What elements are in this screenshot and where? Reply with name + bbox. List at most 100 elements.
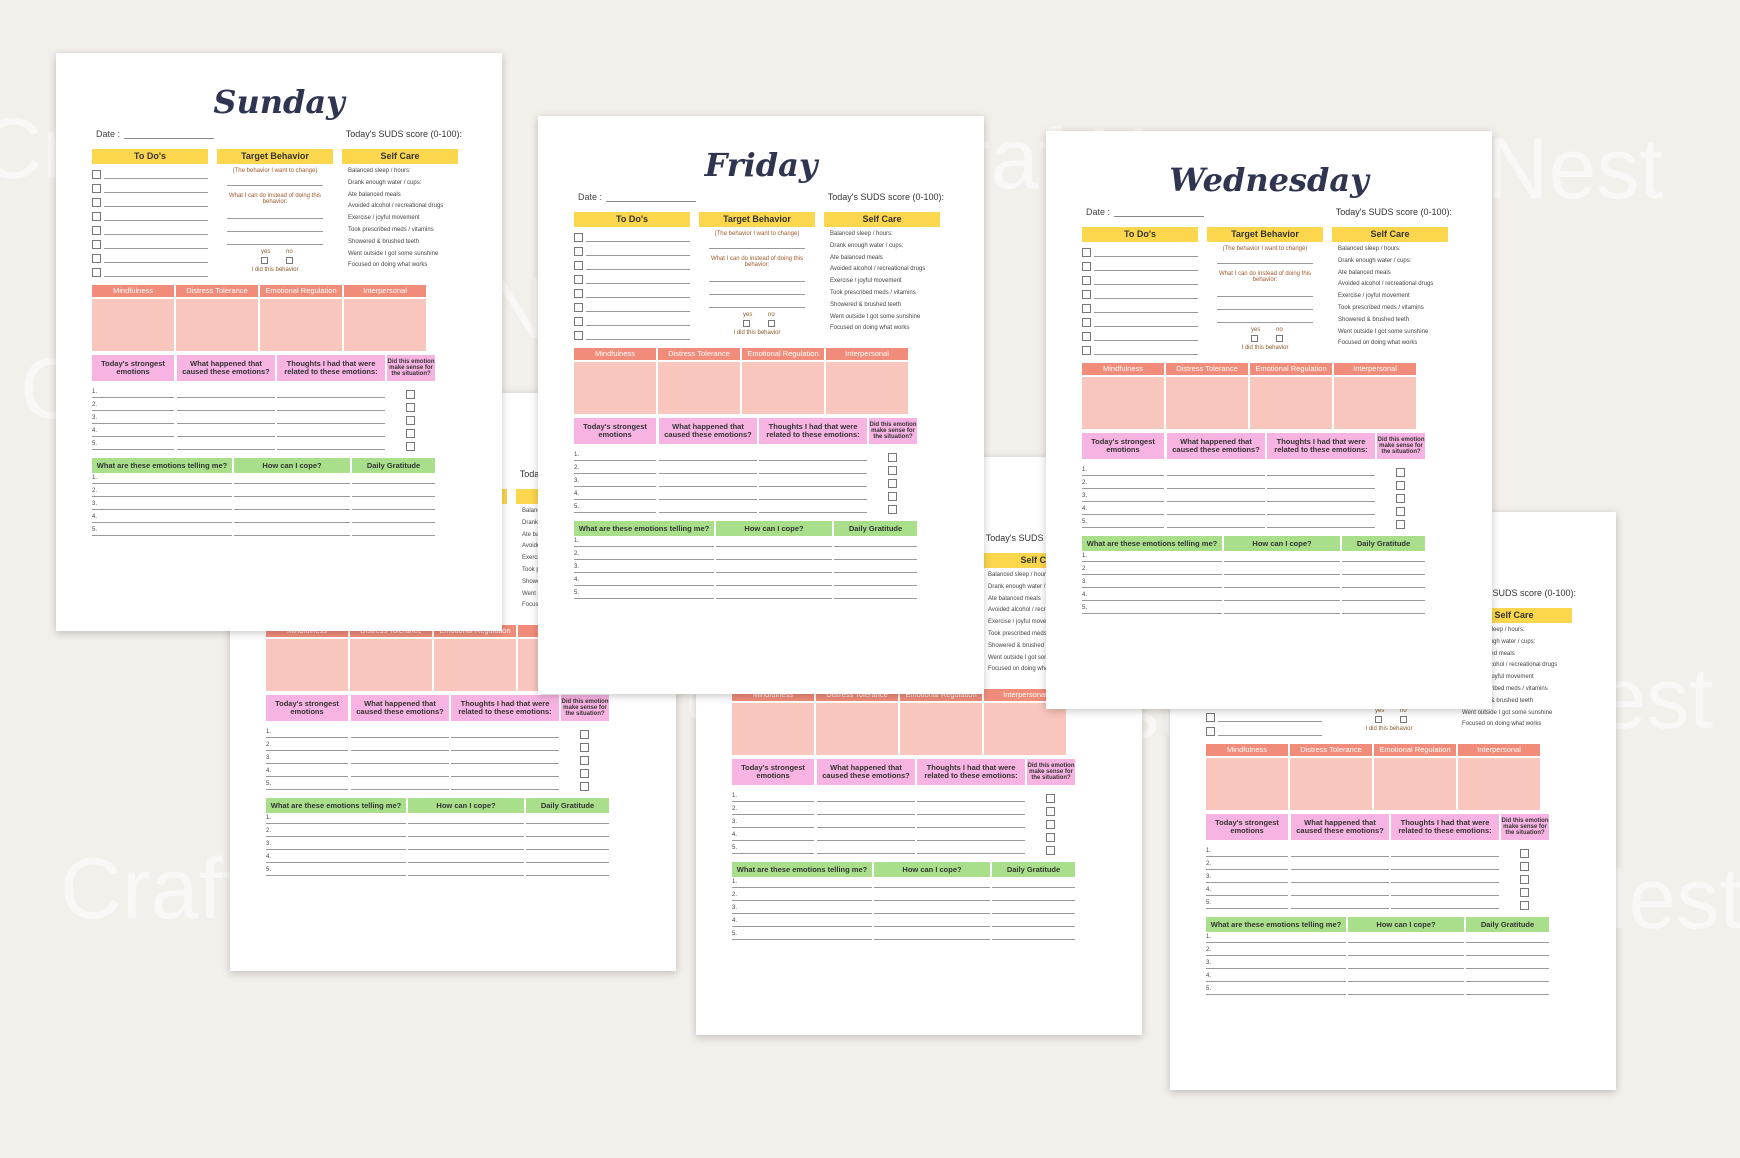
- todo-checkbox[interactable]: [1082, 304, 1091, 313]
- row-number: 3.: [732, 905, 738, 911]
- sense-checkbox[interactable]: [888, 505, 897, 514]
- todo-checkbox[interactable]: [92, 212, 101, 221]
- yes-checkbox[interactable]: [743, 320, 750, 327]
- sense-checkbox[interactable]: [1046, 820, 1055, 829]
- skill-header: Interpersonal Effectiveness: [1334, 363, 1416, 385]
- coping-line: [1466, 994, 1549, 995]
- skill-notes-box: [266, 639, 348, 691]
- todo-checkbox[interactable]: [1206, 727, 1215, 736]
- sense-checkbox[interactable]: [406, 403, 415, 412]
- no-label: no: [1276, 327, 1283, 333]
- sense-checkbox[interactable]: [580, 782, 589, 791]
- sense-checkbox[interactable]: [888, 492, 897, 501]
- sense-checkbox[interactable]: [1396, 507, 1405, 516]
- yes-checkbox[interactable]: [1375, 716, 1382, 723]
- sense-checkbox[interactable]: [888, 453, 897, 462]
- coping-line: [716, 585, 832, 586]
- sense-checkbox[interactable]: [1520, 888, 1529, 897]
- todo-checkbox[interactable]: [92, 254, 101, 263]
- skill-header: Emotional Regulation: [742, 348, 824, 360]
- todo-checkbox[interactable]: [1082, 332, 1091, 341]
- sense-checkbox[interactable]: [1046, 794, 1055, 803]
- sense-checkbox[interactable]: [1046, 807, 1055, 816]
- sense-checkbox[interactable]: [1396, 468, 1405, 477]
- sense-checkbox[interactable]: [1396, 520, 1405, 529]
- todo-checkbox[interactable]: [574, 317, 583, 326]
- sense-checkbox[interactable]: [888, 479, 897, 488]
- emotion-line: [351, 776, 449, 777]
- todo-checkbox[interactable]: [574, 233, 583, 242]
- coping-line: [732, 887, 872, 888]
- emotion-line: [817, 814, 915, 815]
- sense-checkbox[interactable]: [1520, 901, 1529, 910]
- sense-checkbox[interactable]: [580, 743, 589, 752]
- emotion-line: [92, 410, 174, 411]
- sense-checkbox[interactable]: [406, 416, 415, 425]
- no-checkbox[interactable]: [1400, 716, 1407, 723]
- no-checkbox[interactable]: [768, 320, 775, 327]
- sense-checkbox[interactable]: [1520, 849, 1529, 858]
- row-number: 3.: [1206, 960, 1212, 966]
- suds-label: Today's SUDS score (0-100):: [985, 533, 1102, 543]
- todo-checkbox[interactable]: [1082, 276, 1091, 285]
- todo-checkbox[interactable]: [574, 303, 583, 312]
- sense-checkbox[interactable]: [1046, 846, 1055, 855]
- sense-checkbox[interactable]: [1396, 494, 1405, 503]
- selfcare-item: Balanced sleep / hours:: [830, 231, 893, 237]
- todo-checkbox[interactable]: [1206, 713, 1215, 722]
- sense-checkbox[interactable]: [406, 442, 415, 451]
- todo-line: [1094, 354, 1198, 355]
- selfcare-item: Balanced sleep / hours:: [1462, 627, 1525, 633]
- coping-line: [1342, 613, 1425, 614]
- todo-checkbox[interactable]: [574, 247, 583, 256]
- sense-checkbox[interactable]: [1396, 481, 1405, 490]
- skill-notes-box: [1290, 758, 1372, 810]
- todo-checkbox[interactable]: [1082, 290, 1091, 299]
- coping-line: [716, 546, 832, 547]
- sheet-title: Friday: [704, 146, 818, 184]
- sense-checkbox[interactable]: [580, 756, 589, 765]
- emotion-line: [917, 827, 1025, 828]
- sense-checkbox[interactable]: [406, 429, 415, 438]
- todo-header: To Do's: [92, 149, 208, 164]
- todo-checkbox[interactable]: [574, 275, 583, 284]
- coping-line: [352, 509, 435, 510]
- coping-line: [1466, 955, 1549, 956]
- sense-checkbox[interactable]: [580, 769, 589, 778]
- date-text: Date :: [96, 129, 121, 139]
- todo-checkbox[interactable]: [92, 170, 101, 179]
- todo-checkbox[interactable]: [92, 184, 101, 193]
- coping-line: [1466, 981, 1549, 982]
- coping-line: [266, 862, 406, 863]
- no-checkbox[interactable]: [1276, 335, 1283, 342]
- todo-checkbox[interactable]: [574, 331, 583, 340]
- yes-checkbox[interactable]: [261, 257, 268, 264]
- todo-checkbox[interactable]: [574, 261, 583, 270]
- sense-checkbox[interactable]: [406, 390, 415, 399]
- sense-checkbox[interactable]: [580, 730, 589, 739]
- todo-checkbox[interactable]: [92, 226, 101, 235]
- todo-checkbox[interactable]: [92, 268, 101, 277]
- emotion-header: Thoughts I had that were related to thes…: [917, 759, 1025, 785]
- coping-line: [92, 509, 232, 510]
- todo-checkbox[interactable]: [1082, 346, 1091, 355]
- no-checkbox[interactable]: [286, 257, 293, 264]
- coping-line: [526, 875, 609, 876]
- sense-checkbox[interactable]: [888, 466, 897, 475]
- todo-checkbox[interactable]: [1082, 262, 1091, 271]
- todo-checkbox[interactable]: [92, 198, 101, 207]
- todo-checkbox[interactable]: [92, 240, 101, 249]
- todo-checkbox[interactable]: [574, 289, 583, 298]
- todo-line: [586, 297, 690, 298]
- did-behavior-label: I did this behavior: [251, 267, 299, 273]
- sense-checkbox[interactable]: [1520, 875, 1529, 884]
- sense-checkbox[interactable]: [1520, 862, 1529, 871]
- coping-header: How can I cope?: [874, 862, 990, 877]
- todo-checkbox[interactable]: [1082, 248, 1091, 257]
- todo-checkbox[interactable]: [1082, 318, 1091, 327]
- sense-checkbox[interactable]: [1046, 833, 1055, 842]
- emotion-line: [266, 737, 348, 738]
- yes-checkbox[interactable]: [1251, 335, 1258, 342]
- coping-header: Daily Gratitude: [834, 521, 917, 536]
- emotion-line: [759, 460, 867, 461]
